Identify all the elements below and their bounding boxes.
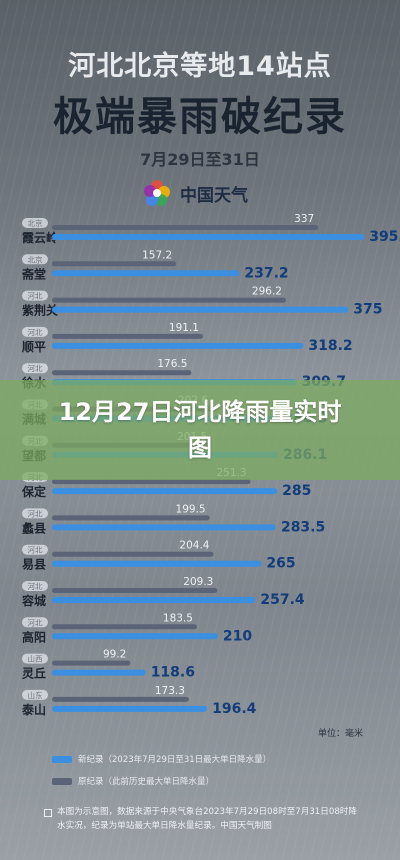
station-label: 顺平 <box>22 339 46 354</box>
bar-old-record <box>52 624 197 630</box>
label-new-record: 196.4 <box>212 701 257 717</box>
bar-new-record <box>52 669 146 676</box>
bar-new-record <box>52 633 218 640</box>
bar-old-record <box>52 515 210 521</box>
region-label: 山东 <box>28 690 43 700</box>
overlay-title: 12月27日河北降雨量实时图 <box>58 398 342 462</box>
label-new-record: 210 <box>223 628 252 644</box>
bar-new-record <box>52 597 256 603</box>
label-old-record: 296.2 <box>252 286 282 298</box>
label-old-record: 199.5 <box>176 503 206 515</box>
label-new-record: 285 <box>282 483 311 499</box>
chart-legend: 新纪录（2023年7月29日至31日最大单日降水量） 原纪录（此前历史最大单日降… <box>52 748 271 792</box>
bar-old-record <box>52 660 131 666</box>
region-label: 河北 <box>28 618 43 627</box>
region-label: 河北 <box>28 546 43 555</box>
region-pill <box>22 544 48 555</box>
region-pill <box>22 326 48 337</box>
region-label: 北京 <box>28 254 43 264</box>
china-weather-logo: 中国天气 <box>142 178 248 208</box>
bar-new-record <box>52 306 349 313</box>
label-old-record: 99.2 <box>103 649 126 661</box>
region-label: 河北 <box>28 292 43 301</box>
station-label: 保定 <box>21 484 46 499</box>
station-label: 高阳 <box>22 629 46 644</box>
bar-new-record <box>52 270 240 277</box>
label-new-record: 237.2 <box>244 265 288 281</box>
label-old-record: 204.4 <box>179 540 209 552</box>
label-old-record: 337 <box>294 214 314 225</box>
region-label: 河北 <box>28 328 43 337</box>
china-weather-logo-icon <box>144 180 170 206</box>
footnote-text: 本图为示意图，数据来源于中央气象台2023年7月29日08时至7月31日08时降… <box>57 807 357 831</box>
title-overlay-banner: 12月27日河北降雨量实时图 <box>0 380 400 480</box>
label-new-record: 257.4 <box>260 592 305 608</box>
label-new-record: 265 <box>266 556 295 572</box>
date-range: 7月29日至31日 <box>140 150 260 169</box>
bar-old-record <box>52 696 189 702</box>
station-label: 蠡县 <box>22 520 46 535</box>
region-pill <box>22 363 48 374</box>
label-new-record: 283.5 <box>281 519 325 535</box>
footnote-bullet-icon <box>44 809 52 817</box>
region-pill <box>22 218 48 228</box>
region-label: 河北 <box>28 364 43 373</box>
station-label: 容城 <box>21 593 46 608</box>
region-label: 北京 <box>28 218 43 228</box>
region-pill <box>22 508 48 519</box>
region-pill <box>22 689 48 700</box>
bar-new-record <box>52 560 262 567</box>
station-label: 紫荆关 <box>22 303 58 318</box>
legend-label-old: 原纪录（此前历史最大单日降水量） <box>78 777 215 787</box>
title-line-2: 极端暴雨破纪录 <box>53 94 347 140</box>
bar-old-record <box>52 370 192 376</box>
legend-item-old-record: 原纪录（此前历史最大单日降水量） <box>52 770 271 792</box>
logo-text: 中国天气 <box>180 185 248 206</box>
legend-swatch-new <box>52 755 72 763</box>
region-label: 河北 <box>28 509 43 518</box>
station-label: 霞云岭 <box>22 230 58 245</box>
bar-new-record <box>52 705 208 712</box>
region-label: 河北 <box>28 582 43 591</box>
bar-new-record <box>52 342 304 349</box>
legend-label-new: 新纪录（2023年7月29日至31日最大单日降水量） <box>78 755 272 765</box>
bar-new-record <box>52 488 278 495</box>
title-line-1: 河北北京等地14站点 <box>68 51 332 82</box>
footnote: 本图为示意图，数据来源于中央气象台2023年7月29日08时至7月31日08时降… <box>44 805 362 833</box>
bar-old-record <box>52 588 218 593</box>
label-old-record: 173.3 <box>155 685 185 697</box>
label-new-record: 375 <box>353 302 382 318</box>
label-old-record: 209.3 <box>183 576 213 588</box>
label-old-record: 183.5 <box>163 612 193 624</box>
bar-old-record <box>52 225 319 230</box>
station-label: 泰山 <box>21 702 46 717</box>
label-old-record: 176.5 <box>157 358 187 370</box>
bar-new-record <box>52 524 276 531</box>
region-pill <box>22 290 48 301</box>
station-label: 斋堂 <box>21 266 46 281</box>
bar-old-record <box>52 333 203 339</box>
region-pill <box>22 254 48 265</box>
legend-item-new-record: 新纪录（2023年7月29日至31日最大单日降水量） <box>52 748 271 770</box>
bar-new-record <box>52 234 365 240</box>
label-new-record: 118.6 <box>151 665 195 681</box>
unit-label: 单位：毫米 <box>318 729 364 739</box>
label-old-record: 157.2 <box>142 249 172 261</box>
station-label: 灵丘 <box>22 666 46 681</box>
region-pill <box>22 617 48 628</box>
label-new-record: 318.2 <box>308 338 352 354</box>
legend-swatch-old <box>52 777 72 785</box>
bar-old-record <box>52 297 286 303</box>
bar-old-record <box>52 551 214 557</box>
bar-old-record <box>52 479 251 485</box>
label-old-record: 191.1 <box>169 322 199 334</box>
region-pill <box>22 653 48 664</box>
region-label: 山西 <box>28 654 43 664</box>
bar-old-record <box>52 261 177 267</box>
region-pill <box>22 581 48 591</box>
label-new-record: 395.2 <box>369 229 400 245</box>
station-label: 易县 <box>22 558 46 572</box>
